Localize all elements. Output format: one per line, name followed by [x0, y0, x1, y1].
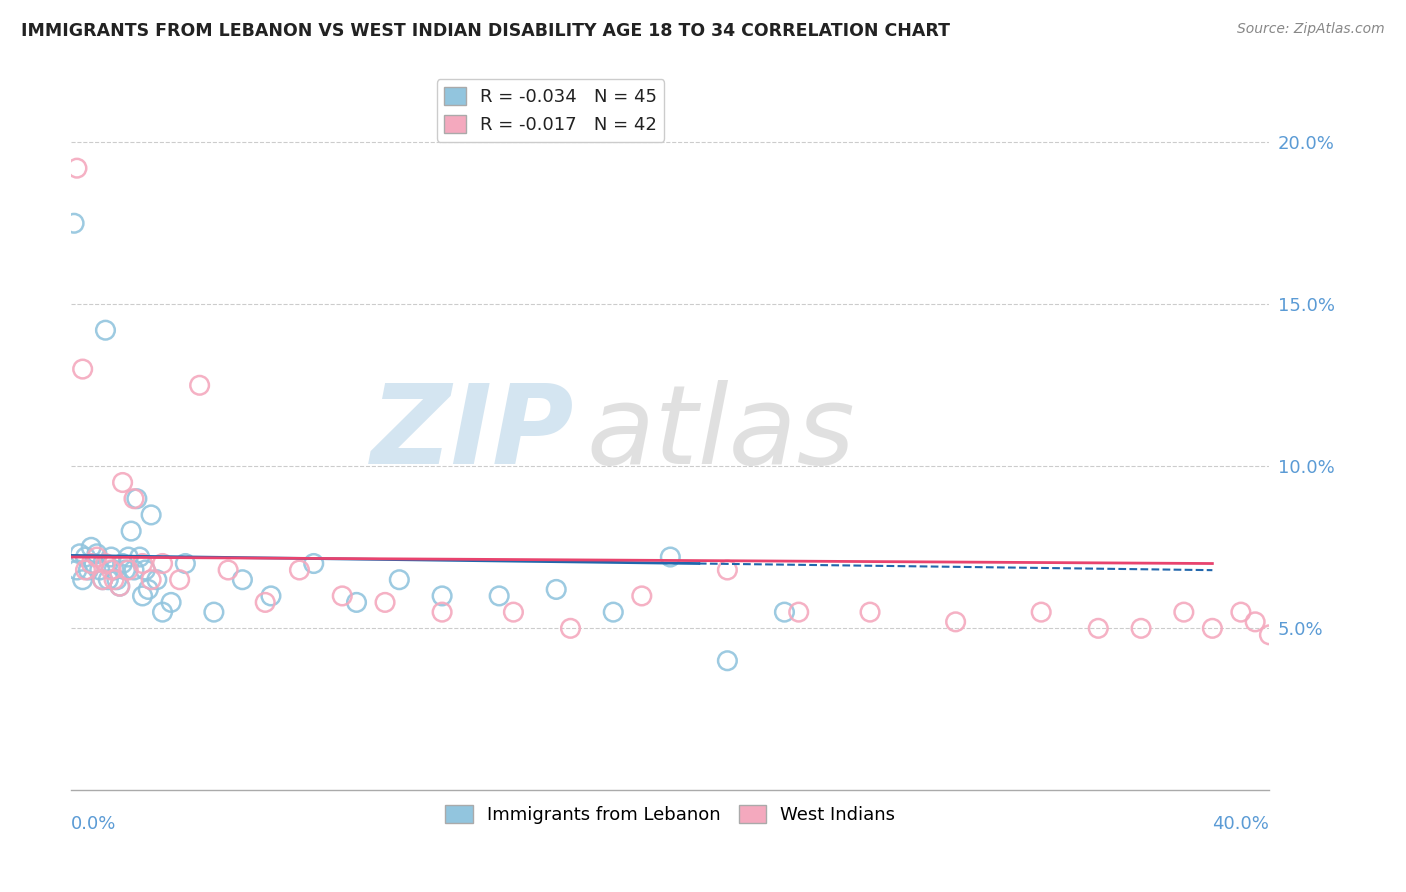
Point — [374, 595, 396, 609]
Point — [108, 579, 131, 593]
Point — [254, 595, 277, 609]
Point — [152, 605, 174, 619]
Point — [89, 563, 111, 577]
Text: 0.0%: 0.0% — [72, 815, 117, 833]
Point — [75, 563, 97, 577]
Point — [1087, 621, 1109, 635]
Point — [1258, 628, 1281, 642]
Point — [160, 595, 183, 609]
Point — [773, 605, 796, 619]
Point — [1031, 605, 1053, 619]
Point — [169, 573, 191, 587]
Point — [100, 563, 122, 577]
Point — [66, 161, 89, 176]
Point — [1301, 621, 1323, 635]
Point — [430, 605, 453, 619]
Point — [188, 378, 211, 392]
Point — [1230, 605, 1253, 619]
Point — [103, 563, 125, 577]
Point — [108, 579, 131, 593]
Point — [139, 508, 162, 522]
Point — [100, 549, 122, 564]
Point — [630, 589, 652, 603]
Point — [546, 582, 568, 597]
Legend: Immigrants from Lebanon, West Indians: Immigrants from Lebanon, West Indians — [439, 797, 903, 831]
Point — [502, 605, 524, 619]
Point — [388, 573, 411, 587]
Point — [117, 563, 139, 577]
Point — [346, 595, 368, 609]
Point — [716, 654, 738, 668]
Point — [105, 573, 128, 587]
Point — [94, 557, 117, 571]
Text: IMMIGRANTS FROM LEBANON VS WEST INDIAN DISABILITY AGE 18 TO 34 CORRELATION CHART: IMMIGRANTS FROM LEBANON VS WEST INDIAN D… — [21, 22, 950, 40]
Text: atlas: atlas — [586, 380, 855, 487]
Point — [146, 573, 169, 587]
Point — [288, 563, 311, 577]
Point — [122, 491, 145, 506]
Point — [69, 547, 91, 561]
Point — [66, 563, 89, 577]
Point — [152, 557, 174, 571]
Point — [75, 549, 97, 564]
Point — [77, 563, 100, 577]
Point — [787, 605, 810, 619]
Point — [260, 589, 283, 603]
Point — [1201, 621, 1223, 635]
Point — [859, 605, 882, 619]
Point — [1244, 615, 1267, 629]
Point — [120, 524, 142, 538]
Point — [202, 605, 225, 619]
Point — [117, 549, 139, 564]
Point — [134, 563, 156, 577]
Point — [1130, 621, 1153, 635]
Point — [86, 549, 108, 564]
Point — [231, 573, 253, 587]
Point — [86, 547, 108, 561]
Point — [174, 557, 197, 571]
Point — [91, 573, 114, 587]
Point — [488, 589, 510, 603]
Point — [716, 563, 738, 577]
Point — [122, 563, 145, 577]
Point — [80, 541, 103, 555]
Point — [430, 589, 453, 603]
Point — [1173, 605, 1195, 619]
Point — [125, 491, 148, 506]
Point — [330, 589, 353, 603]
Point — [302, 557, 325, 571]
Point — [111, 557, 134, 571]
Point — [1292, 615, 1315, 629]
Point — [131, 557, 153, 571]
Point — [217, 563, 239, 577]
Point — [111, 475, 134, 490]
Point — [945, 615, 967, 629]
Point — [72, 362, 94, 376]
Point — [560, 621, 582, 635]
Point — [94, 323, 117, 337]
Point — [91, 573, 114, 587]
Point — [136, 582, 159, 597]
Point — [63, 216, 86, 230]
Point — [114, 563, 136, 577]
Point — [602, 605, 624, 619]
Point — [72, 573, 94, 587]
Text: Source: ZipAtlas.com: Source: ZipAtlas.com — [1237, 22, 1385, 37]
Point — [103, 573, 125, 587]
Point — [80, 557, 103, 571]
Point — [97, 573, 120, 587]
Point — [128, 549, 150, 564]
Point — [139, 573, 162, 587]
Point — [1281, 628, 1303, 642]
Text: ZIP: ZIP — [371, 380, 575, 487]
Point — [131, 589, 153, 603]
Text: 40.0%: 40.0% — [1212, 815, 1270, 833]
Point — [659, 549, 682, 564]
Point — [83, 557, 105, 571]
